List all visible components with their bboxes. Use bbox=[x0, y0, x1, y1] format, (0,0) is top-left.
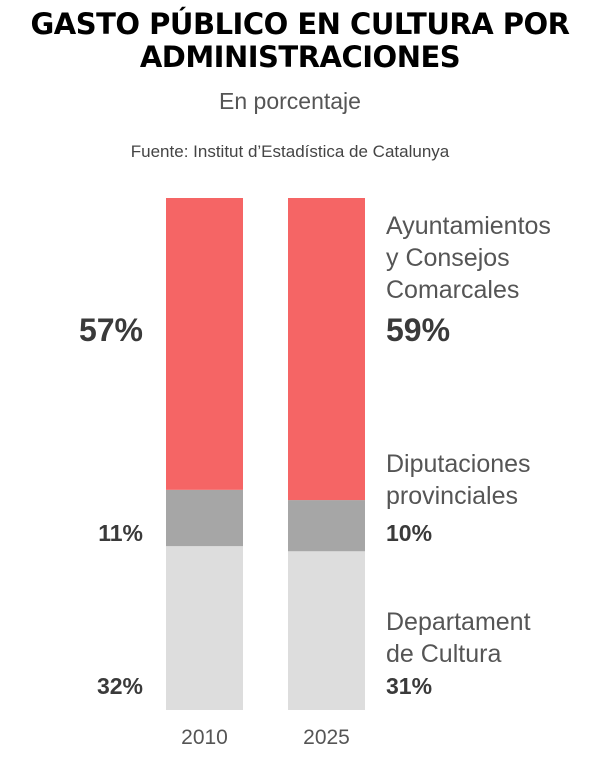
chart-title-line-2: ADMINISTRACIONES bbox=[139, 40, 461, 74]
chart-subtitle: En porcentaje bbox=[219, 88, 361, 114]
bar-segment-diputaciones-2025 bbox=[288, 500, 365, 552]
series-label-diputaciones-line-2: provinciales bbox=[386, 482, 518, 510]
series-label-departament-line-2: de Cultura bbox=[386, 640, 501, 668]
bar-segment-ayuntamientos-2025 bbox=[288, 198, 365, 501]
x-tick-label-2025: 2025 bbox=[303, 726, 350, 749]
series-label-ayuntamientos-line-1: Ayuntamientos bbox=[386, 212, 551, 240]
series-label-ayuntamientos-line-3: Comarcales bbox=[386, 276, 519, 304]
chart-title-line-1: GASTO PÚBLICO EN CULTURA POR bbox=[30, 7, 571, 41]
data-label-ayuntamientos-2025: 59% bbox=[386, 312, 450, 348]
data-label-diputaciones-2010: 11% bbox=[98, 520, 143, 546]
bar-segment-diputaciones-2010 bbox=[166, 489, 243, 547]
data-label-departament-2010: 32% bbox=[97, 673, 143, 699]
chart-title: GASTO PÚBLICO EN CULTURA POR ADMINISTRAC… bbox=[0, 8, 600, 74]
data-label-diputaciones-2025: 10% bbox=[386, 520, 432, 546]
series-label-ayuntamientos-line-2: y Consejos bbox=[386, 244, 510, 272]
bar-segment-departament-2025 bbox=[288, 551, 365, 710]
series-label-diputaciones-line-1: Diputaciones bbox=[386, 450, 531, 478]
x-tick-label-2010: 2010 bbox=[181, 726, 228, 749]
data-label-departament-2025: 31% bbox=[386, 673, 432, 699]
bar-segment-departament-2010 bbox=[166, 546, 243, 710]
chart-source: Fuente: Institut d’Estadística de Catalu… bbox=[130, 142, 450, 161]
data-label-ayuntamientos-2010: 57% bbox=[79, 312, 143, 348]
bar-segment-ayuntamientos-2010 bbox=[166, 198, 243, 490]
series-label-departament-line-1: Departament bbox=[386, 608, 531, 636]
